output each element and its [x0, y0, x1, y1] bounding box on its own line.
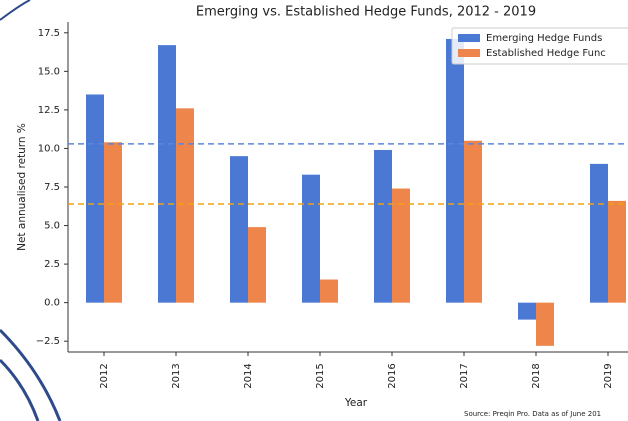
y-tick-label: 17.5: [38, 28, 60, 39]
bar: [302, 174, 320, 303]
bar: [536, 302, 554, 346]
legend-label: Emerging Hedge Funds: [486, 33, 602, 44]
y-tick-label: 15.0: [38, 66, 60, 77]
x-tick-label: 2017: [459, 363, 470, 388]
y-tick-label: 2.5: [44, 259, 60, 270]
x-tick-label: 2018: [531, 363, 542, 388]
x-tick-label: 2019: [603, 363, 614, 388]
bar: [158, 45, 176, 303]
bar: [608, 200, 626, 303]
bar: [590, 163, 608, 303]
legend-swatch: [458, 34, 480, 42]
y-tick-label: −2.5: [36, 336, 60, 347]
x-tick-label: 2013: [171, 363, 182, 388]
y-tick-label: 0.0: [44, 298, 60, 309]
legend: Emerging Hedge Funds Established Hedge Fu…: [451, 27, 628, 65]
y-axis-label: Net annualised return %: [16, 123, 28, 251]
bar: [176, 108, 194, 303]
y-tick-label: 10.0: [38, 143, 60, 154]
bar: [104, 142, 122, 303]
bar: [392, 188, 410, 303]
bar: [464, 140, 482, 303]
decor-curve: [0, 328, 62, 421]
legend-swatch: [458, 49, 480, 57]
bar: [248, 227, 266, 303]
bar: [320, 279, 338, 303]
legend-box: [451, 27, 628, 65]
source-note: Source: Preqin Pro. Data as of June 201: [464, 410, 601, 418]
y-tick-label: 12.5: [38, 105, 60, 116]
bar: [230, 156, 248, 303]
x-tick-label: 2012: [99, 363, 110, 388]
bar: [446, 38, 464, 303]
y-tick-label: 5.0: [44, 221, 60, 232]
bar: [374, 149, 392, 303]
decor-curve: [0, 0, 31, 21]
bar: [518, 302, 536, 320]
legend-label: Established Hedge Func: [486, 48, 606, 59]
bar: [86, 94, 104, 303]
x-axis-label: Year: [344, 397, 368, 409]
x-tick-label: 2016: [387, 363, 398, 388]
decor-curve: [0, 358, 40, 421]
y-tick-label: 7.5: [44, 182, 60, 193]
x-tick-label: 2015: [315, 363, 326, 388]
chart-title: Emerging vs. Established Hedge Funds, 20…: [196, 5, 536, 20]
x-tick-label: 2014: [243, 363, 254, 388]
